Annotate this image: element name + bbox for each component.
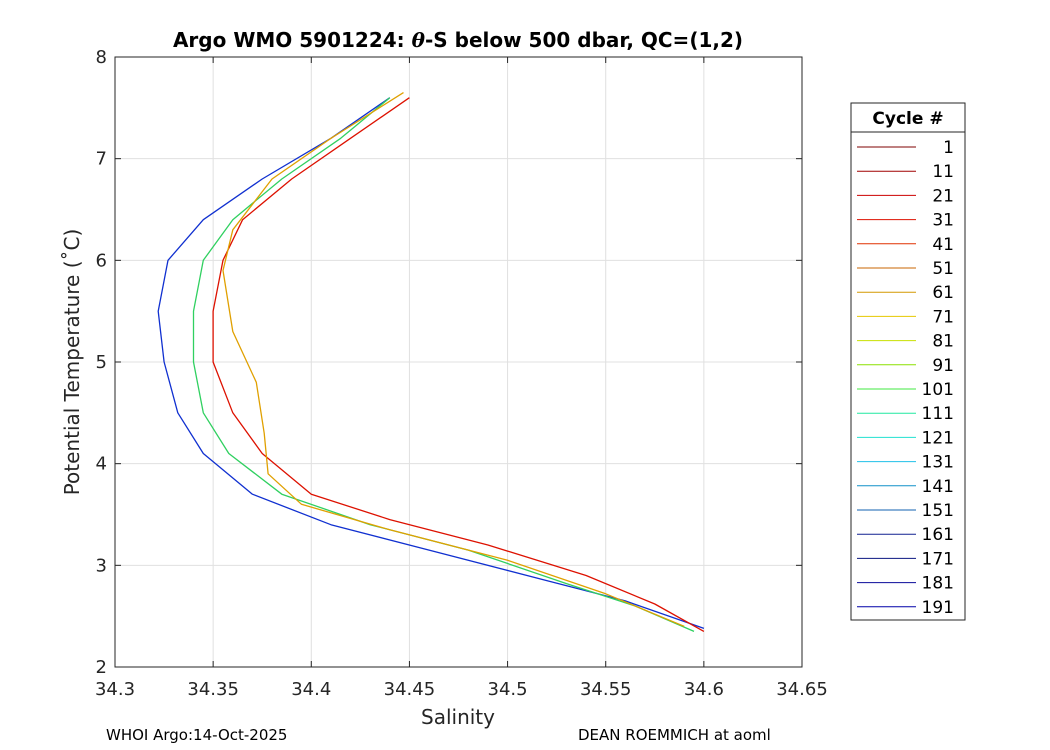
y-tick-label: 3 <box>96 555 107 576</box>
x-tick-label: 34.55 <box>580 679 632 700</box>
y-tick-label: 7 <box>96 149 107 170</box>
legend-label: 21 <box>932 186 954 206</box>
series-group <box>157 92 705 632</box>
x-tick-label: 34.65 <box>776 679 828 700</box>
y-axis-label: Potential Temperature (˚C) <box>60 229 84 496</box>
legend-label: 51 <box>932 259 954 279</box>
series-line-orange-outlier <box>222 92 685 627</box>
legend-label: 101 <box>922 380 954 400</box>
x-tick-label: 34.5 <box>488 679 528 700</box>
legend-label: 151 <box>922 501 954 521</box>
series-line-red-early <box>212 97 705 632</box>
footer-pi: DEAN ROEMMICH at aoml <box>578 726 771 744</box>
axis-ticks: 34.3 34.35 34.4 34.45 34.5 34.55 34.6 34.65 2 3 4 5… <box>95 47 828 700</box>
legend-label: 71 <box>932 307 954 327</box>
series-line-blue-dominant <box>157 97 705 630</box>
legend-label: 81 <box>932 332 954 352</box>
y-tick-label: 4 <box>96 454 107 475</box>
y-tick-label: 6 <box>96 250 107 271</box>
legend-label: 161 <box>922 525 954 545</box>
y-tick-label: 8 <box>96 47 107 68</box>
legend-label: 11 <box>932 162 954 182</box>
legend-label: 131 <box>922 453 954 473</box>
x-tick-label: 34.4 <box>291 679 331 700</box>
y-tick-label: 5 <box>96 352 107 373</box>
x-axis-label: Salinity <box>421 705 495 729</box>
legend-entries: 1112131415161718191101111121131141151161… <box>857 138 954 618</box>
x-tick-label: 34.3 <box>95 679 135 700</box>
y-tick-label: 2 <box>96 657 107 678</box>
legend-title: Cycle # <box>872 109 943 129</box>
x-tick-label: 34.6 <box>684 679 724 700</box>
legend-label: 141 <box>922 477 954 497</box>
legend-label: 1 <box>943 138 954 158</box>
series-line-green-mid <box>192 97 695 632</box>
legend-label: 31 <box>932 211 954 231</box>
legend: Cycle # 11121314151617181911011111211311… <box>850 102 966 621</box>
chart-title: Argo WMO 5901224: θ-S below 500 dbar, QC… <box>173 28 743 52</box>
legend-label: 111 <box>922 404 954 424</box>
legend-label: 61 <box>932 283 954 303</box>
legend-label: 121 <box>922 428 954 448</box>
legend-label: 191 <box>922 598 954 618</box>
footer-source: WHOI Argo:14-Oct-2025 <box>106 726 288 744</box>
legend-label: 181 <box>922 574 954 594</box>
legend-label: 171 <box>922 549 954 569</box>
x-tick-label: 34.45 <box>384 679 436 700</box>
legend-label: 91 <box>932 356 954 376</box>
x-tick-label: 34.35 <box>187 679 239 700</box>
legend-label: 41 <box>932 235 954 255</box>
